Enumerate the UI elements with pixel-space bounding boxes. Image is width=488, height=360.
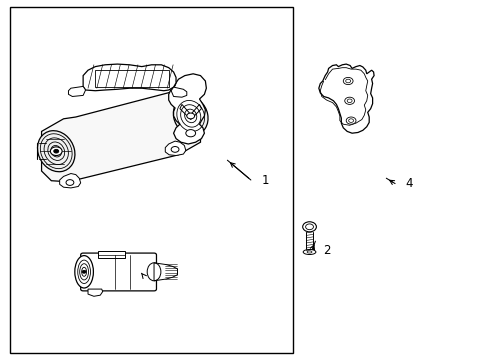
- Circle shape: [54, 149, 59, 153]
- Ellipse shape: [75, 256, 93, 288]
- Ellipse shape: [303, 249, 315, 255]
- Polygon shape: [83, 64, 176, 91]
- Circle shape: [344, 97, 354, 104]
- Polygon shape: [318, 64, 373, 133]
- Ellipse shape: [173, 96, 207, 135]
- Polygon shape: [154, 263, 177, 281]
- Text: 1: 1: [261, 174, 268, 186]
- Polygon shape: [60, 174, 81, 188]
- Circle shape: [186, 113, 194, 119]
- Circle shape: [343, 77, 352, 85]
- Polygon shape: [171, 87, 186, 97]
- Circle shape: [346, 117, 355, 124]
- Polygon shape: [165, 141, 185, 156]
- Circle shape: [50, 147, 62, 156]
- Text: 2: 2: [322, 244, 329, 257]
- Bar: [98, 251, 124, 258]
- Circle shape: [302, 222, 316, 232]
- Circle shape: [171, 147, 179, 152]
- Polygon shape: [168, 74, 206, 144]
- Circle shape: [82, 270, 86, 273]
- Bar: [95, 70, 168, 87]
- Bar: [10, 7, 293, 353]
- Ellipse shape: [38, 131, 75, 172]
- Polygon shape: [88, 289, 102, 296]
- FancyBboxPatch shape: [81, 253, 156, 291]
- Text: 3: 3: [154, 269, 161, 282]
- Polygon shape: [68, 86, 85, 96]
- Text: 4: 4: [405, 177, 412, 190]
- Circle shape: [66, 180, 74, 185]
- Polygon shape: [41, 88, 200, 182]
- Circle shape: [185, 130, 195, 137]
